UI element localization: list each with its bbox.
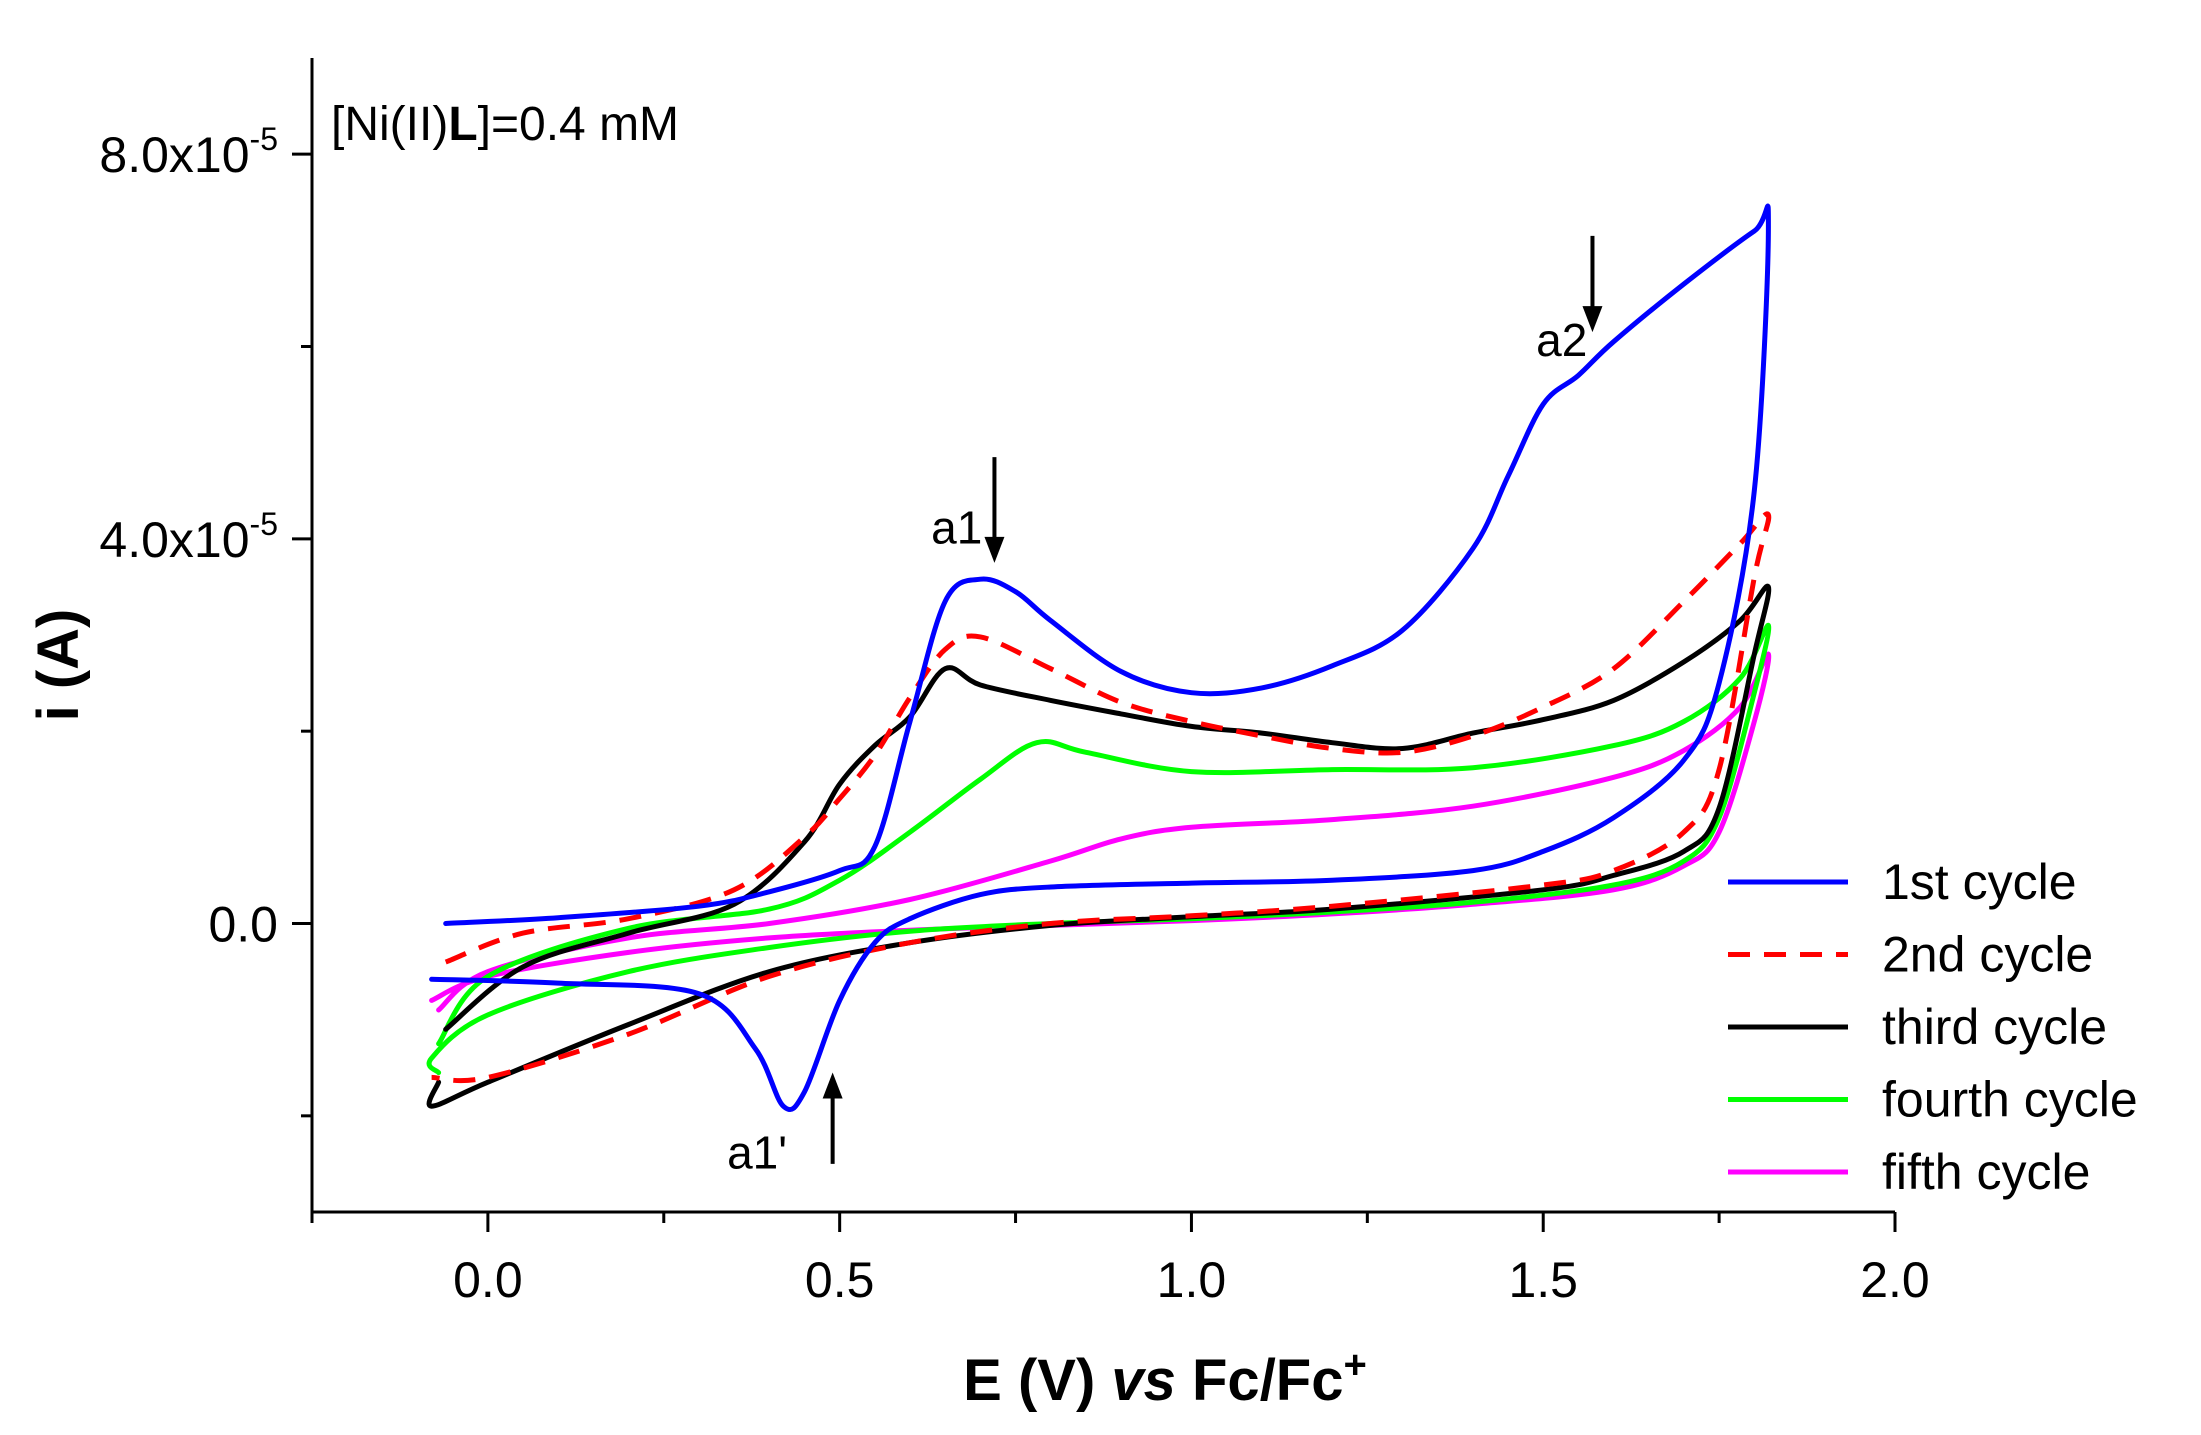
annotation-label-0: a1	[931, 502, 982, 554]
legend-label-2: 2nd cycle	[1882, 927, 2093, 983]
y-tick-label-0: 0.0	[208, 897, 278, 953]
concentration-ligand: L	[448, 98, 477, 151]
x-tick-label-3: 1.5	[1508, 1252, 1578, 1308]
series-line-3	[426, 583, 1772, 1109]
legend: 1st cycle 2nd cycle third cycle fourth cycl…	[1728, 854, 2138, 1200]
x-tick-label-0: 0.0	[453, 1252, 523, 1308]
x-axis-title-sup: +	[1344, 1343, 1367, 1387]
legend-label-5: fifth cycle	[1882, 1144, 2090, 1200]
y-tick-exponent-2: -5	[250, 121, 278, 157]
concentration-label: [Ni(II)L]=0.4 mM	[331, 98, 679, 151]
legend-label-3: third cycle	[1882, 999, 2107, 1055]
x-axis-title-italic: vs	[1111, 1348, 1176, 1413]
concentration-close: ]=0.4 mM	[478, 98, 679, 151]
annotation-arrow-head-2	[822, 1072, 843, 1099]
annotation-layer: a1 a2 a1'	[727, 235, 1603, 1179]
y-tick-label-2: 8.0x10-5	[99, 121, 278, 183]
series-line-2	[431, 511, 1772, 1084]
y-tick-mantissa-1: 4.0x10	[99, 512, 249, 568]
y-tick-mantissa-0: 0.0	[208, 897, 278, 953]
annotation-label-1: a2	[1536, 314, 1587, 366]
x-axis-title: E (V) vs Fc/Fc+	[963, 1343, 1367, 1413]
series-layer	[426, 203, 1772, 1112]
annotation-arrow-head-1	[1582, 306, 1603, 333]
x-axis-title-suffix: Fc/Fc	[1176, 1348, 1344, 1413]
y-tick-mantissa-2: 8.0x10	[99, 127, 249, 183]
x-tick-label-2: 1.0	[1157, 1252, 1227, 1308]
x-tick-label-1: 0.5	[805, 1252, 875, 1308]
axis-layer: 0.0 0.5 1.0 1.5 2.00.04.0x10-58.0x10-5	[99, 58, 1930, 1308]
y-tick-exponent-1: -5	[250, 506, 278, 542]
legend-label-1: 1st cycle	[1882, 854, 2077, 910]
series-line-1	[429, 203, 1771, 1112]
annotation-arrow-head-0	[984, 536, 1005, 563]
x-axis-title-prefix: E (V)	[963, 1348, 1111, 1413]
y-axis-title: i (A)	[26, 609, 91, 722]
concentration-open: [Ni(II)	[331, 98, 448, 151]
legend-label-4: fourth cycle	[1882, 1072, 2138, 1128]
x-tick-label-4: 2.0	[1860, 1252, 1930, 1308]
y-tick-label-1: 4.0x10-5	[99, 506, 278, 568]
annotation-label-2: a1'	[727, 1127, 787, 1179]
